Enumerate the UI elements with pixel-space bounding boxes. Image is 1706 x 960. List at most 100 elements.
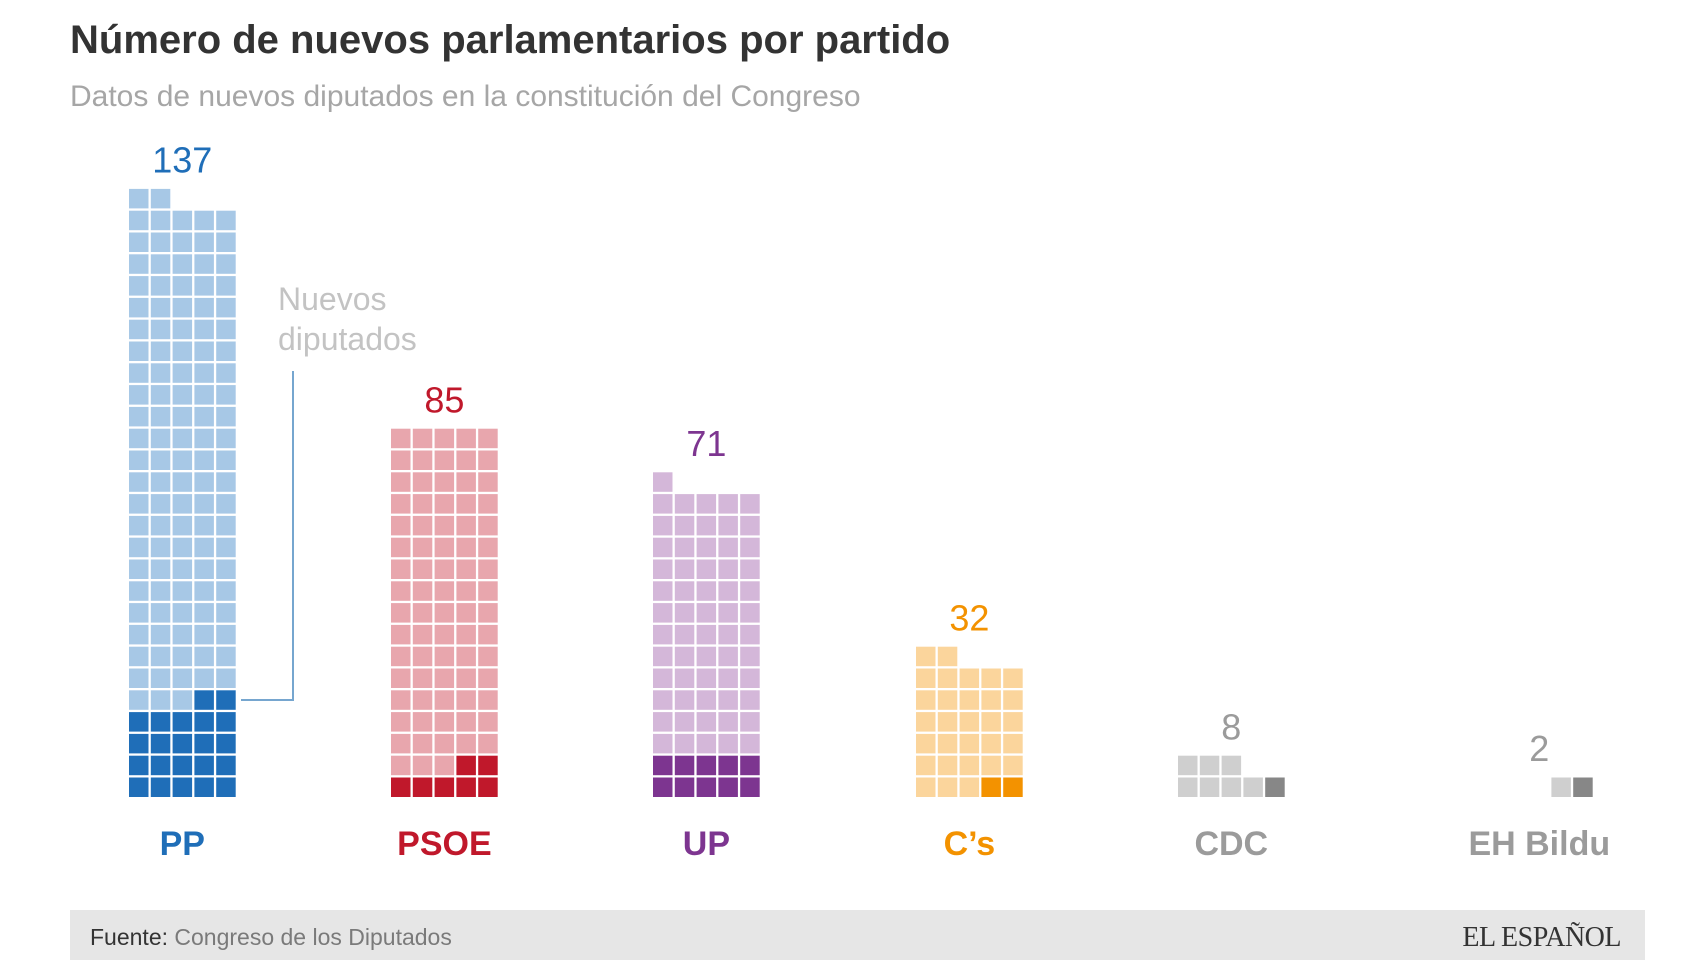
- seat-square: [194, 472, 214, 492]
- seat-square: [674, 755, 695, 776]
- seat-square: [456, 690, 476, 710]
- seat-square: [129, 494, 149, 514]
- seat-square: [981, 668, 1001, 688]
- seat-square: [1003, 777, 1023, 797]
- seat-square: [959, 733, 980, 754]
- total-label-cdc: 8: [1221, 706, 1241, 747]
- seat-square: [194, 297, 214, 318]
- seat-square: [456, 755, 476, 776]
- seat-square: [478, 624, 498, 645]
- seat-square: [129, 297, 149, 318]
- source-key: Fuente:: [90, 924, 168, 950]
- seat-square: [150, 341, 171, 361]
- total-label-psoe: 85: [424, 379, 464, 420]
- seat-square: [740, 603, 760, 623]
- seat-square: [434, 472, 455, 492]
- seat-square: [456, 733, 476, 754]
- seat-square: [696, 603, 717, 623]
- seat-square: [216, 428, 236, 449]
- seat-square: [391, 537, 411, 558]
- seat-square: [391, 515, 411, 536]
- seat-square: [1199, 777, 1220, 797]
- seat-square: [129, 276, 149, 296]
- seat-square: [456, 581, 476, 601]
- seat-square: [434, 581, 455, 601]
- seat-square: [718, 712, 738, 732]
- seat-square: [1221, 777, 1242, 797]
- seat-square: [653, 603, 673, 623]
- chart-subtitle: Datos de nuevos diputados en la constitu…: [70, 80, 861, 113]
- seat-square: [391, 777, 411, 797]
- seat-square: [434, 690, 455, 710]
- seat-square: [150, 733, 171, 754]
- seat-square: [434, 777, 455, 797]
- seat-square: [216, 668, 236, 688]
- seat-square: [674, 777, 695, 797]
- seat-square: [391, 733, 411, 754]
- seat-square: [150, 254, 171, 274]
- total-label-eh-bildu: 2: [1529, 728, 1549, 769]
- seat-square: [194, 406, 214, 427]
- seat-square: [150, 646, 171, 667]
- seat-square: [172, 276, 193, 296]
- seat-square: [216, 210, 236, 231]
- seat-square: [653, 755, 673, 776]
- seat-square: [1199, 755, 1220, 776]
- seat-square: [959, 777, 980, 797]
- seat-square: [412, 733, 433, 754]
- seat-square: [216, 515, 236, 536]
- seat-square: [129, 472, 149, 492]
- seat-square: [412, 755, 433, 776]
- seat-square: [456, 624, 476, 645]
- seat-square: [478, 603, 498, 623]
- annotation-text-line1: Nuevos: [278, 281, 387, 317]
- seat-square: [937, 646, 958, 667]
- seat-square: [129, 363, 149, 383]
- seat-square: [150, 406, 171, 427]
- seat-square: [216, 232, 236, 252]
- seat-square: [172, 363, 193, 383]
- seat-square: [1003, 733, 1023, 754]
- seat-square: [653, 537, 673, 558]
- seat-square: [412, 515, 433, 536]
- seat-square: [718, 646, 738, 667]
- annotation-leader-line: [241, 371, 294, 701]
- seat-square: [150, 581, 171, 601]
- seat-square: [959, 712, 980, 732]
- seat-square: [674, 603, 695, 623]
- seat-square: [194, 515, 214, 536]
- party-label-up: UP: [683, 825, 730, 863]
- seat-square: [456, 668, 476, 688]
- seat-square: [456, 472, 476, 492]
- seat-square: [194, 210, 214, 231]
- seat-square: [172, 777, 193, 797]
- seat-square: [172, 210, 193, 231]
- chart-title: Número de nuevos parlamentarios por part…: [70, 18, 951, 62]
- seat-square: [653, 624, 673, 645]
- seat-square: [674, 624, 695, 645]
- seat-square: [129, 581, 149, 601]
- seat-square: [456, 428, 476, 449]
- seat-square: [959, 690, 980, 710]
- seat-square: [194, 624, 214, 645]
- seat-square: [456, 494, 476, 514]
- seat-square: [478, 646, 498, 667]
- seat-square: [172, 297, 193, 318]
- seat-square: [129, 515, 149, 536]
- seat-square: [916, 777, 936, 797]
- seat-square: [916, 690, 936, 710]
- seat-square: [718, 537, 738, 558]
- seat-square: [172, 385, 193, 405]
- seat-square: [478, 428, 498, 449]
- seat-square: [696, 494, 717, 514]
- seat-square: [391, 581, 411, 601]
- seat-square: [653, 581, 673, 601]
- seat-square: [696, 777, 717, 797]
- stack-eh-bildu: [1551, 777, 1593, 797]
- seat-square: [412, 603, 433, 623]
- seat-square: [434, 603, 455, 623]
- seat-square: [216, 603, 236, 623]
- seat-square: [216, 319, 236, 340]
- seat-square: [391, 668, 411, 688]
- seat-square: [150, 472, 171, 492]
